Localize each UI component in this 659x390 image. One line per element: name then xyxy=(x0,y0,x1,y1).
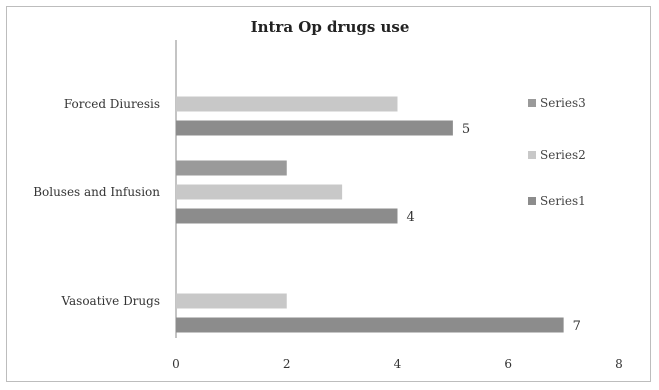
bar-series2 xyxy=(176,184,343,200)
legend: Series3 Series2 Series1 xyxy=(528,96,586,208)
x-tick-label: 2 xyxy=(283,357,291,371)
plot-area: 0 2 4 6 8 Vasoative Drugs Boluses and Infusion… xyxy=(33,40,623,371)
legend-entry: Series1 xyxy=(540,194,586,208)
legend-swatch xyxy=(528,197,536,205)
category-label: Forced Diuresis xyxy=(64,97,160,111)
data-label: 5 xyxy=(462,122,470,137)
legend-swatch xyxy=(528,151,536,159)
category-label: Boluses and Infusion xyxy=(33,185,160,199)
bar-series2 xyxy=(176,293,287,309)
x-tick-label: 4 xyxy=(394,357,402,371)
legend-entry: Series2 xyxy=(540,148,586,162)
data-label: 7 xyxy=(573,319,581,334)
data-label: 4 xyxy=(407,210,415,225)
legend-swatch xyxy=(528,99,536,107)
bar-series1 xyxy=(176,208,398,224)
bar-series3 xyxy=(176,160,287,176)
bar-series2 xyxy=(176,96,398,112)
chart-title: Intra Op drugs use xyxy=(251,18,410,36)
category-label: Vasoative Drugs xyxy=(60,294,160,308)
x-tick-label: 0 xyxy=(172,357,180,371)
bar-series1 xyxy=(176,317,564,333)
legend-entry: Series3 xyxy=(540,96,586,110)
bar-series1 xyxy=(176,120,453,136)
x-tick-label: 6 xyxy=(504,357,512,371)
x-tick-label: 8 xyxy=(615,357,623,371)
